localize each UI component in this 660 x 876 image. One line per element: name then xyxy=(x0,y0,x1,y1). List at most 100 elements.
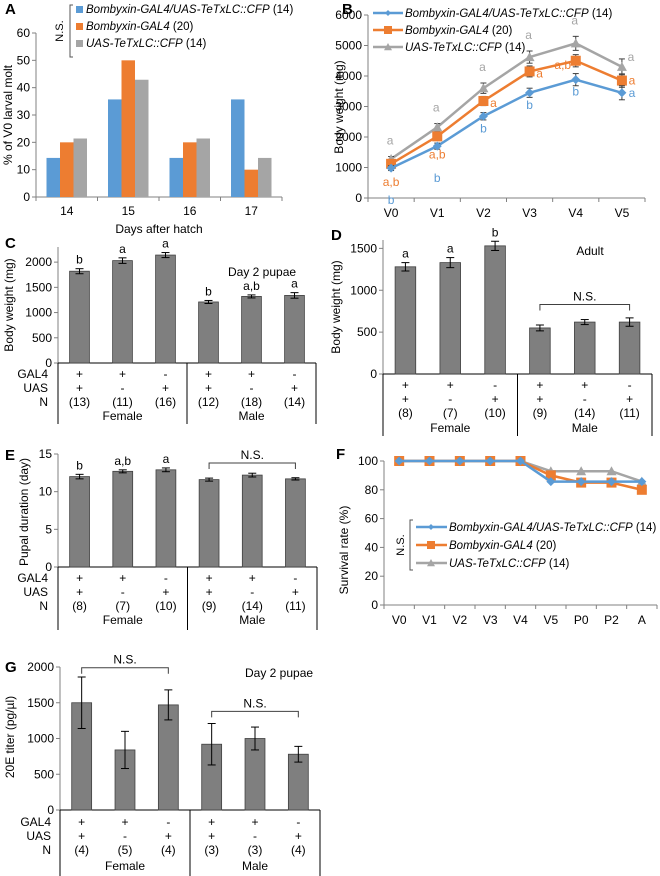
gal4-cell: + xyxy=(205,367,212,381)
significance-label: b xyxy=(388,193,395,207)
data-point xyxy=(485,456,495,466)
legend: Bombyxin-GAL4/UAS-TeTxLC::CFP (14)Bombyx… xyxy=(373,8,612,54)
gal4-cell: + xyxy=(536,378,543,392)
n-cell: (10) xyxy=(484,406,505,420)
significance-label: a,b xyxy=(429,147,446,161)
x-tick-label: A xyxy=(638,613,646,627)
x-tick-label: 15 xyxy=(122,204,136,218)
legend: N.S.Bombyxin-GAL4/UAS-TeTxLC::CFP (14)Bo… xyxy=(54,4,293,58)
data-point xyxy=(606,466,617,476)
n-cell: (4) xyxy=(291,843,306,857)
legend-entry: UAS-TeTxLC::CFP (14) xyxy=(86,38,207,50)
data-point xyxy=(617,88,627,98)
data-point xyxy=(571,75,581,85)
uas-cell: + xyxy=(626,392,633,406)
data-point xyxy=(637,477,647,487)
data-point xyxy=(478,83,489,93)
y-tick-label: 0 xyxy=(47,803,54,817)
bar xyxy=(135,79,149,197)
bar xyxy=(244,169,258,197)
series-line xyxy=(390,59,623,165)
n-cell: (11) xyxy=(619,406,639,420)
n-cell: (9) xyxy=(202,599,217,613)
data-point xyxy=(455,456,465,466)
panel-a: 0 10 20 30 40 50 60 14 15 16 17 Days after hatch % o… xyxy=(1,4,293,236)
panel-letter: B xyxy=(342,1,353,18)
gal4-cell: + xyxy=(119,571,126,585)
bar xyxy=(198,479,220,568)
legend-name: Bombyxin-GAL4/UAS-TeTxLC::CFP xyxy=(449,522,633,534)
y-tick-label: 1500 xyxy=(27,696,54,710)
bar xyxy=(484,245,506,375)
n-cell: (9) xyxy=(533,406,548,420)
ns-label: N.S. xyxy=(573,289,596,303)
data-point xyxy=(616,75,627,86)
ns-bracket xyxy=(211,710,299,718)
n-cell: (11) xyxy=(285,599,305,613)
gal4-cell: - xyxy=(293,367,297,381)
y-tick-label: 50 xyxy=(17,53,31,67)
gal4-cell: - xyxy=(164,571,168,585)
x-tick-label: 14 xyxy=(60,204,74,218)
y-tick-label: 80 xyxy=(365,483,379,497)
significance-label: b xyxy=(526,98,533,112)
significance-label: a xyxy=(571,13,578,27)
y-axis-label: Body weight (mg) xyxy=(2,258,16,351)
bar xyxy=(241,474,263,568)
data-point xyxy=(432,131,443,142)
significance-label: a xyxy=(628,50,635,64)
ns-label: N.S. xyxy=(54,20,66,41)
n-cell: (11) xyxy=(112,395,132,409)
n-cell: (14) xyxy=(242,599,263,613)
panel-letter: G xyxy=(5,659,17,676)
legend-name: Bombyxin-GAL4/UAS-TeTxLC::CFP xyxy=(86,4,270,16)
significance-label: b xyxy=(492,225,499,239)
bar xyxy=(258,157,272,197)
bar xyxy=(285,478,306,568)
significance-label: a xyxy=(629,86,636,100)
bar xyxy=(394,266,417,375)
annotation: Adult xyxy=(576,244,604,258)
significance-label: a xyxy=(479,60,486,74)
legend-entry: Bombyxin-GAL4/UAS-TeTxLC::CFP (14) xyxy=(449,522,656,534)
bar xyxy=(73,138,87,197)
y-tick-label: 0 xyxy=(371,598,378,612)
legend-marker xyxy=(385,10,391,16)
uas-cell: + xyxy=(402,392,409,406)
bar xyxy=(112,260,133,364)
uas-cell: + xyxy=(206,585,213,599)
group-label: Male xyxy=(242,859,268,873)
legend-entry: Bombyxin-GAL4/UAS-TeTxLC::CFP (14) xyxy=(86,4,293,16)
bar xyxy=(155,254,176,364)
y-tick-label: 500 xyxy=(357,325,377,339)
gal4-cell: - xyxy=(628,378,632,392)
significance-label: b xyxy=(434,171,441,185)
y-tick-label: 0 xyxy=(355,191,362,205)
bar xyxy=(108,99,122,197)
uas-cell: - xyxy=(250,585,254,599)
uas-cell: - xyxy=(253,829,257,843)
gal4-cell: - xyxy=(166,815,170,829)
bar xyxy=(169,157,183,197)
y-tick-label: 20 xyxy=(365,569,379,583)
y-tick-label: 40 xyxy=(365,540,379,554)
n-cell: (4) xyxy=(161,843,176,857)
y-axis-label: % of V0 larval molt xyxy=(1,64,15,165)
ns-label: N.S. xyxy=(113,653,136,667)
bar xyxy=(196,138,210,197)
n-cell: (3) xyxy=(248,843,263,857)
n-cell: (14) xyxy=(284,395,305,409)
row-label-n: N xyxy=(42,843,51,857)
legend-entry: Bombyxin-GAL4 (20) xyxy=(86,21,194,33)
y-tick-label: 20 xyxy=(17,135,31,149)
data-point xyxy=(425,456,434,466)
panel-letter: E xyxy=(5,447,15,464)
y-tick-label: 5000 xyxy=(335,39,362,53)
bar xyxy=(284,295,305,364)
y-tick-label: 1500 xyxy=(350,241,377,255)
y-tick-label: 10 xyxy=(17,163,31,177)
significance-label: b xyxy=(76,253,83,267)
uas-cell: + xyxy=(536,392,543,406)
significance-label: a xyxy=(629,74,636,88)
